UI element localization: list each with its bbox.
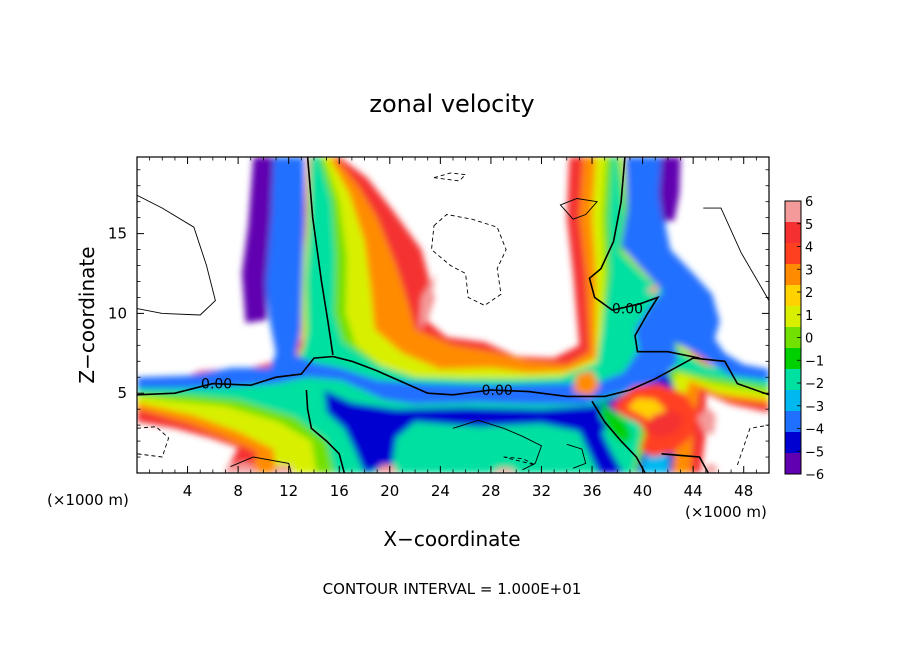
velocity-region [493,468,515,473]
x-tick-label: 40 [633,482,652,500]
velocity-region [599,399,633,445]
contour-line [452,419,543,471]
x-tick-label: 20 [380,482,399,500]
contour-line [230,456,292,473]
contour-line [137,194,216,316]
y-tick-label: 5 [117,384,127,402]
colorbar-label: 6 [805,195,813,210]
contour-lines [137,157,769,473]
contour-line [703,207,769,301]
colorbar-swatch [785,306,801,328]
velocity-region [640,450,670,473]
contour-value-label: 0.00 [482,383,513,399]
contour-value-label: 0.00 [612,302,643,318]
x-axis-unit-right: (×1000 m) [685,503,767,521]
colorbar-label: 4 [805,241,813,256]
contour-line [137,355,769,398]
colorbar-label: 2 [805,286,813,301]
y-axis: 5 10 15 [108,169,769,458]
velocity-region [646,283,658,295]
colorbar-label: 1 [805,309,813,324]
velocity-region [324,374,678,473]
velocity-region [418,273,436,331]
colorbar-swatch [785,201,801,223]
colorbar-label: −5 [805,445,824,460]
contour-line [661,453,710,473]
contour-line [503,456,536,466]
x-tick-label: 32 [532,482,551,500]
colorbar-swatch [785,411,801,433]
x-axis-unit-left: (×1000 m) [47,491,129,509]
velocity-region [137,157,769,405]
colorbar-swatch [785,369,801,391]
y-tick-label: 10 [108,304,127,322]
plot-area [137,157,769,473]
y-tick-label: 15 [108,225,127,243]
colorbar-swatch [785,348,801,370]
colorbar-swatch [785,327,801,349]
colorbar-swatch [785,432,801,454]
colorbar-label: −2 [805,377,824,392]
x-tick-label: 12 [279,482,298,500]
colorbar-swatch [785,264,801,286]
chart-title: zonal velocity [369,90,534,118]
x-tick-label: 48 [734,482,753,500]
colorbar-label: −3 [805,400,824,415]
contour-value-label: 0.00 [201,377,232,393]
velocity-region [659,157,681,221]
x-tick-label: 44 [684,482,703,500]
velocity-field [137,157,769,473]
x-tick-label: 16 [330,482,349,500]
contour-line [736,424,769,466]
contour-line [137,426,170,458]
contour-line [591,400,646,473]
x-axis-label: X−coordinate [383,527,520,551]
contour-line [566,443,587,469]
contour-line [559,198,598,220]
x-axis: 4 8 12 16 20 24 28 32 36 40 44 48 [149,157,757,500]
x-tick-label: 24 [431,482,450,500]
x-tick-label: 8 [233,482,243,500]
colorbar-label: 3 [805,263,813,278]
velocity-region [642,409,683,438]
colorbar-label: 0 [805,332,813,347]
contour-line [588,157,700,359]
contour-interval-note: CONTOUR INTERVAL = 1.000E+01 [323,580,582,598]
velocity-region [241,157,274,323]
colorbar-label: −1 [805,354,824,369]
velocity-region [697,407,716,435]
colorbar-label: −4 [805,423,824,438]
contour-label-layer: 0.00 0.00 0.00 [201,302,643,399]
velocity-region [377,465,397,473]
x-tick-label: 28 [481,482,500,500]
x-tick-label: 4 [183,482,193,500]
colorbar-swatch [785,390,801,412]
colorbar-label: −6 [805,468,824,483]
contour-line [306,157,334,356]
contour-line [433,172,467,182]
contour-line [431,214,507,306]
colorbar-swatch [785,453,801,475]
velocity-region [573,370,600,397]
contour-line [305,389,346,473]
colorbar-swatch [785,285,801,307]
x-tick-label: 36 [582,482,601,500]
colorbar: 6 5 4 3 2 1 0 −1 −2 −3 −4 −5 −6 [784,195,824,483]
colorbar-swatch [785,222,801,244]
colorbar-label: 5 [805,218,813,233]
y-axis-label: Z−coordinate [75,246,99,383]
velocity-region [273,465,293,473]
colorbar-swatch [785,243,801,265]
